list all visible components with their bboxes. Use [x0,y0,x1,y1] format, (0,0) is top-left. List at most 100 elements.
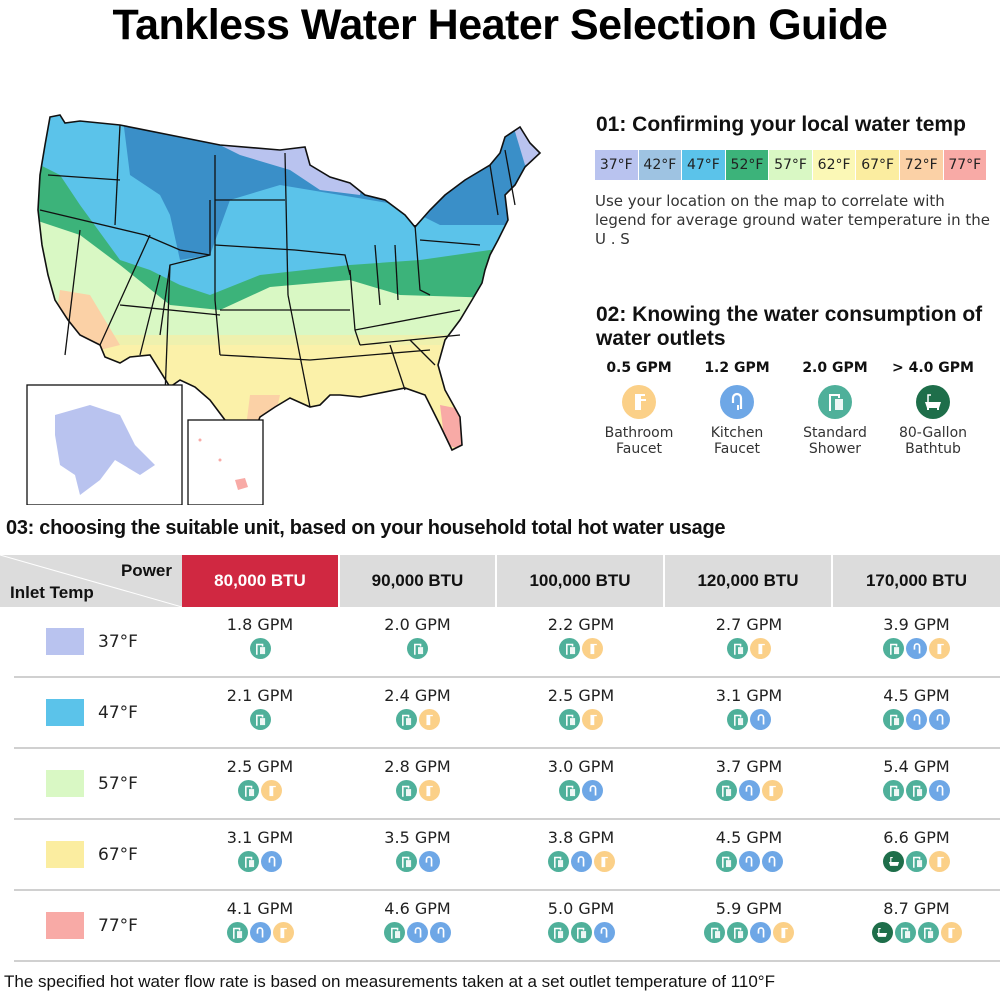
kitchen-faucet-icon [929,709,950,730]
inlet-temp-cell: 37°F [14,607,182,676]
shower-icon [559,638,580,659]
legend-47: 47°F [682,150,726,180]
bathroom-faucet-icon [929,638,950,659]
shower-icon [727,709,748,730]
flow-rate-value: 4.5 GPM [715,828,783,847]
bathroom-faucet-icon [929,851,950,872]
flow-rate-cell: 2.7 GPM [665,607,833,676]
kitchen-faucet-icon [593,922,615,943]
bathtub-icon [916,385,950,419]
outlet-icon-group [249,709,271,730]
selection-table: Power Inlet Temp 80,000 BTU 90,000 BTU 1… [0,555,1000,962]
bathroom-faucet-icon [418,780,440,801]
kitchen-faucet-icon [906,638,927,659]
footnote: The specified hot water flow rate is bas… [4,972,775,991]
flow-rate-cell: 5.9 GPM [665,891,833,960]
flow-rate-value: 5.0 GPM [547,899,615,918]
kitchen-faucet-icon [407,922,428,943]
flow-rate-value: 3.8 GPM [547,828,615,847]
flow-rate-cell: 3.1 GPM [665,678,833,747]
flow-rate-value: 2.1 GPM [226,686,294,705]
column-80000-btu: 80,000 BTU [182,555,338,607]
outlet-label: Kitchen [710,425,764,441]
inlet-temp-cell: 77°F [14,891,182,960]
shower-icon [559,709,580,730]
shower-icon [395,851,417,872]
legend-77: 77°F [943,150,988,180]
inlet-temp-axis-label: Inlet Temp [10,583,94,602]
shower-icon [715,851,737,872]
flow-rate-value: 5.4 GPM [883,757,950,776]
shower-icon [727,922,748,943]
kitchen-faucet-icon [761,851,783,872]
flow-rate-cell: 4.6 GPM [338,891,497,960]
outlet-icon-group [395,709,440,730]
flow-rate-cell: 3.0 GPM [497,749,665,818]
flow-rate-cell: 4.5 GPM [833,678,1000,747]
outlet-gpm: 1.2 GPM [704,360,770,376]
outlet-icon-group [547,922,615,943]
inlet-temp-label: 57°F [98,773,138,794]
legend-72: 72°F [899,150,944,180]
outlet-label: 80-Gallon [898,425,968,441]
kitchen-faucet-icon [430,922,451,943]
bathtub-icon [871,922,893,943]
outlet-icon-group [238,851,282,872]
shower-icon [704,922,725,943]
outlet-label: Bathroom [604,425,674,441]
flow-rate-cell: 1.8 GPM [182,607,338,676]
flow-rate-cell: 2.0 GPM [338,607,497,676]
flow-rate-cell: 4.1 GPM [182,891,338,960]
outlet-icon-group [559,709,603,730]
page-title: Tankless Water Heater Selection Guide [112,1,888,49]
outlet-icon-group [249,638,271,659]
flow-rate-value: 2.2 GPM [547,615,615,634]
shower-icon [249,709,271,730]
flow-rate-value: 3.5 GPM [384,828,451,847]
flow-rate-cell: 2.2 GPM [497,607,665,676]
kitchen-faucet-icon [418,851,440,872]
flow-rate-value: 4.5 GPM [883,686,950,705]
bathtub-icon [883,851,904,872]
flow-rate-value: 3.9 GPM [883,615,950,634]
inlet-temp-cell: 57°F [14,749,182,818]
outlet-icon-group [883,851,950,872]
flow-rate-value: 2.8 GPM [384,757,451,776]
flow-rate-value: 5.9 GPM [715,899,783,918]
legend-67: 67°F [856,150,900,180]
outlet-icon-group [384,922,451,943]
legend-52: 52°F [725,150,770,180]
outlet-icon-group [395,780,440,801]
kitchen-faucet-icon [750,922,771,943]
flow-rate-cell: 4.5 GPM [665,820,833,889]
section-1-title: 01: Confirming your local water temp [596,113,966,136]
kitchen-faucet-icon [750,709,771,730]
outlet-icon-group [883,638,950,659]
table-body: 37°F 1.8 GPM 2.0 GPM 2.2 GPM 2.7 GPM 3.9 GPM 4… [0,607,1000,962]
flow-rate-cell: 6.6 GPM [833,820,1000,889]
legend-62: 62°F [812,150,857,180]
outlet-kitchen-faucet: 1.2 GPM Kitchen Faucet [688,360,786,457]
flow-rate-value: 8.7 GPM [883,899,950,918]
table-row: 77°F 4.1 GPM 4.6 GPM 5.0 GPM 5.9 GPM 8.7 GPM [14,891,1000,962]
table-row: 37°F 1.8 GPM 2.0 GPM 2.2 GPM 2.7 GPM 3.9 GPM [14,607,1000,678]
temp-color-swatch [46,770,84,797]
flow-rate-cell: 3.5 GPM [338,820,497,889]
shower-icon [547,851,569,872]
outlet-icon-group [715,851,783,872]
column-90000-btu: 90,000 BTU [338,555,495,607]
outlet-icon-group [238,780,282,801]
inlet-temp-cell: 67°F [14,820,182,889]
outlet-label: Shower [808,441,862,457]
flow-rate-cell: 2.5 GPM [497,678,665,747]
shower-icon [407,638,428,659]
outlet-icon-group [871,922,962,943]
legend-42: 42°F [638,150,683,180]
shower-icon [249,638,271,659]
us-water-temperature-map [20,95,565,506]
shower-icon [395,780,417,801]
shower-icon [883,638,904,659]
outlet-label: Bathtub [905,441,961,457]
shower-icon [238,780,259,801]
flow-rate-value: 4.6 GPM [384,899,451,918]
